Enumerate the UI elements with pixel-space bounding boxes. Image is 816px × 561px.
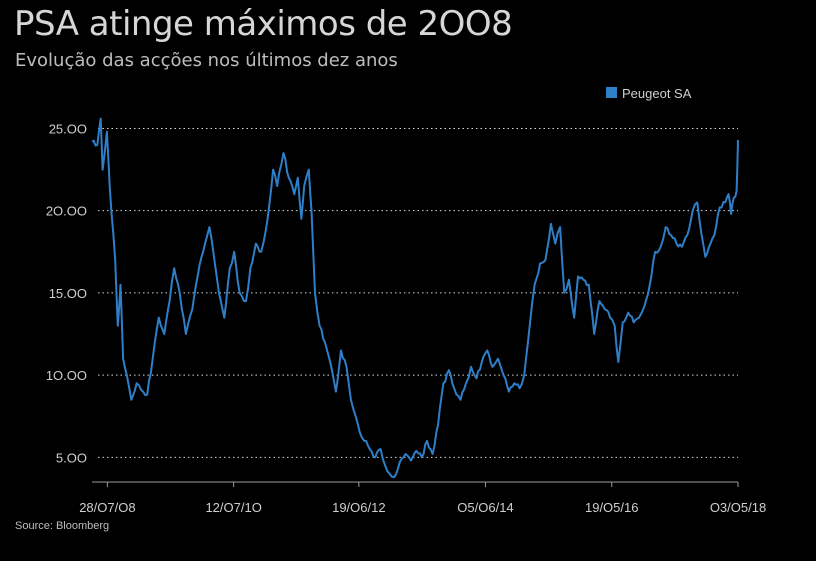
y-tick-label: 15.OO [49, 286, 87, 301]
x-tick-label: 28/O7/O8 [79, 500, 135, 515]
y-tick-label: 1O.OO [46, 368, 87, 383]
source-note: Source: Bloomberg [15, 520, 110, 532]
x-tick-label: 19/O6/12 [332, 500, 386, 515]
chart-subtitle: Evolução das acções nos últimos dez anos [15, 50, 398, 71]
y-tick-label: 5.OO [56, 450, 87, 465]
series-layer [91, 117, 739, 479]
y-tick-label: 2O.OO [46, 204, 87, 219]
x-tick-label: 19/O5/16 [585, 500, 639, 515]
y-axis-ticks: 5.OO 1O.OO 15.OO 2O.OO 25.OO [46, 121, 87, 465]
series-line-peugeot-sa [91, 117, 739, 479]
x-tick-label: O3/O5/18 [710, 500, 766, 515]
legend-swatch [606, 87, 617, 98]
x-axis-ticks: 28/O7/O8 12/O7/1O 19/O6/12 O5/O6/14 19/O5/16… [79, 482, 766, 515]
y-tick-label: 25.OO [49, 121, 87, 136]
gridlines [98, 127, 738, 458]
x-tick-label: 12/O7/1O [205, 500, 261, 515]
x-tick-label: O5/O6/14 [457, 500, 513, 515]
legend-label: Peugeot SA [622, 86, 692, 101]
legend: Peugeot SA [606, 86, 692, 101]
chart-title: PSA atinge máximos de 2OO8 [14, 4, 513, 44]
